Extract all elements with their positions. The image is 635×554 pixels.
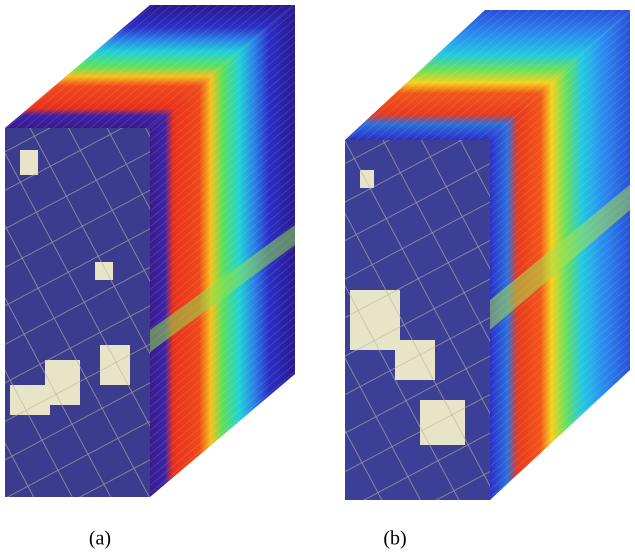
panel-label: (b) (383, 528, 406, 550)
front-grid (5, 128, 150, 497)
cube-a (5, 5, 295, 497)
front-grid (345, 140, 490, 500)
cube-b (345, 10, 630, 500)
figure: (a) (b) (0, 0, 635, 554)
panel-label: (a) (89, 528, 111, 550)
